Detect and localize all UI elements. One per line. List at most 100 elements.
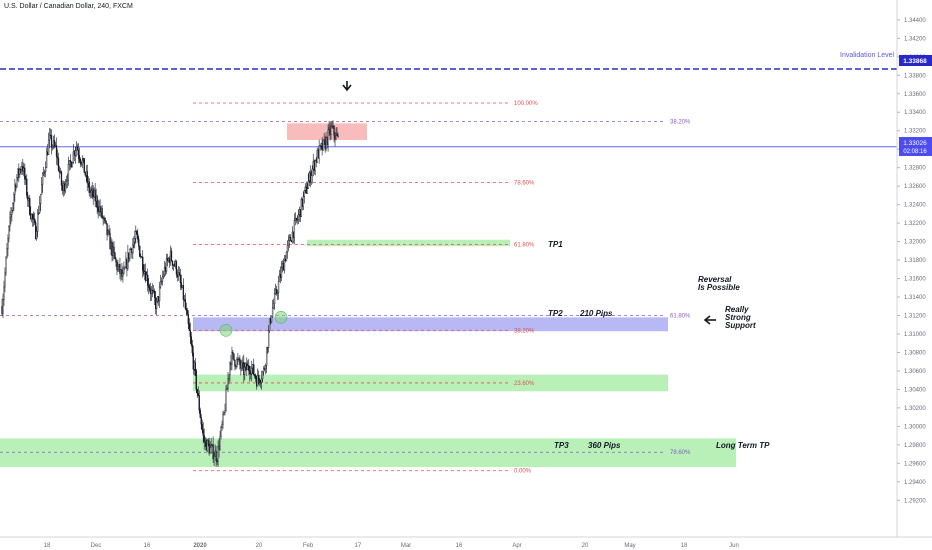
x-tick-label: Dec: [91, 543, 102, 549]
candle-body: [308, 172, 310, 182]
candle-body: [270, 316, 273, 323]
candle-body: [146, 274, 148, 282]
candle-body: [15, 184, 17, 188]
fib-label: 38.20%: [514, 328, 535, 334]
fib-label: 38.20%: [670, 119, 691, 125]
candle-body: [114, 252, 116, 260]
candle-body: [47, 139, 50, 155]
x-tick-label: Feb: [303, 543, 314, 549]
candle-body: [337, 135, 339, 137]
x-tick-label: 20: [256, 543, 263, 549]
candle-body: [93, 190, 95, 198]
candle-body: [18, 168, 20, 175]
candle-body: [299, 209, 301, 217]
candle-body: [106, 223, 108, 235]
candle-body: [266, 347, 269, 349]
candle-body: [192, 352, 194, 370]
y-tick-label: 1.31200: [904, 314, 926, 320]
zone-supply: [287, 123, 367, 140]
candle-body: [46, 151, 49, 155]
candle-body: [295, 218, 298, 221]
candle-body: [108, 230, 110, 234]
candle-body: [145, 271, 147, 282]
candle-body: [51, 146, 54, 148]
markers-layer: [219, 311, 288, 337]
candle-body: [100, 208, 102, 213]
candle-body: [57, 157, 60, 171]
candle-body: [137, 233, 139, 240]
y-tick-label: 1.32000: [904, 240, 926, 246]
candle-body: [176, 274, 179, 277]
candle-body: [267, 330, 270, 348]
y-tick-label: 1.32200: [904, 221, 926, 227]
candle-body: [48, 134, 51, 141]
fib-label: 78.60%: [670, 450, 691, 456]
candle-body: [202, 429, 204, 436]
candle-body: [89, 191, 91, 193]
tp2-pips-label: 210 Pips: [579, 309, 613, 318]
y-tick-label: 1.32400: [904, 203, 926, 209]
candle-body: [74, 150, 76, 156]
candle-body: [334, 135, 336, 140]
candle-body: [290, 240, 293, 243]
time-axis[interactable]: 18 Dec 16 2020 20 Feb 17 Mar 16 Apr 20 May 18 Jun: [0, 536, 932, 549]
candle-body: [189, 330, 191, 337]
candle-body: [210, 445, 212, 448]
candle-body: [298, 209, 300, 216]
candle-body: [260, 382, 262, 384]
candle-body: [17, 168, 19, 178]
candle-body: [188, 323, 190, 331]
y-tick-label: 1.30000: [904, 424, 926, 430]
candle-body: [7, 237, 9, 249]
candle-body: [50, 135, 53, 148]
zones-layer: [0, 123, 736, 468]
price-axis[interactable]: 1.344001.342001.340001.338001.336001.334…: [896, 0, 926, 537]
candle-body: [196, 389, 198, 394]
candle-body: [111, 241, 113, 256]
candle-body: [19, 169, 21, 175]
candle-body: [78, 154, 80, 160]
candle-body: [6, 248, 8, 259]
candle-body: [116, 261, 118, 271]
candle-body: [13, 194, 15, 204]
candle-body: [225, 389, 227, 411]
candle-body: [195, 370, 197, 390]
candle-body: [229, 362, 231, 376]
candle-body: [258, 375, 260, 380]
candle-body: [31, 214, 33, 219]
candle-body: [193, 362, 195, 370]
candle-body: [293, 220, 296, 238]
candle-body: [162, 274, 165, 277]
support-label-line2: Strong: [725, 313, 751, 322]
candle-body: [12, 203, 14, 211]
candle-body: [124, 267, 126, 269]
candle-body: [226, 388, 228, 390]
x-tick-label: 18: [44, 543, 51, 549]
candle-body: [237, 359, 239, 361]
candle-body: [110, 241, 112, 250]
y-tick-label: 1.30600: [904, 369, 926, 375]
candle-body: [152, 289, 154, 292]
candle-body: [206, 439, 208, 451]
candle-body: [242, 362, 244, 364]
candle-body: [101, 208, 103, 218]
candle-body: [194, 362, 196, 371]
candle-body: [171, 260, 174, 266]
candle-body: [56, 156, 59, 159]
y-tick-label: 1.33200: [904, 129, 926, 135]
candle-body: [316, 150, 318, 163]
candle-body: [84, 172, 86, 176]
y-tick-label: 1.29800: [904, 443, 926, 449]
candle-body: [123, 268, 125, 274]
candle-body: [234, 359, 236, 367]
candle-body: [92, 188, 94, 198]
candle-body: [204, 440, 206, 442]
fib-lines-layer: 100.00% 78.60% 61.80% 38.20% 23.60% 0.00% 38.2…: [0, 68, 897, 475]
long-term-tp-label: Long Term TP: [716, 441, 770, 450]
candle-body: [249, 370, 251, 374]
candle-body: [126, 259, 128, 269]
candle-body: [279, 274, 282, 278]
candle-body: [29, 198, 31, 215]
y-tick-label: 1.30800: [904, 350, 926, 356]
